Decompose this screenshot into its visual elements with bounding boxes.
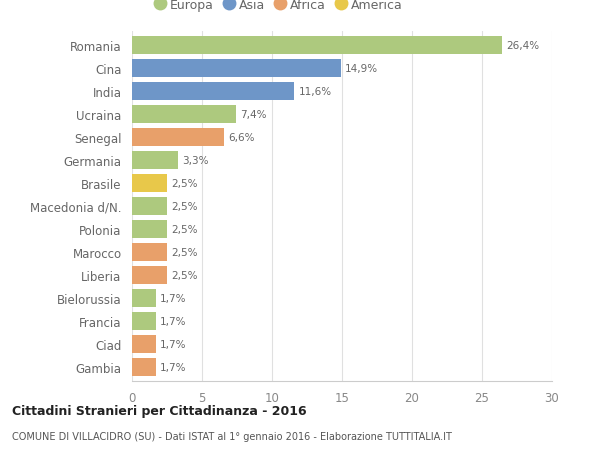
Bar	[132, 60, 341, 78]
Text: 2,5%: 2,5%	[171, 247, 198, 257]
Text: 6,6%: 6,6%	[229, 133, 255, 143]
Text: 2,5%: 2,5%	[171, 179, 198, 189]
Bar	[132, 267, 167, 284]
Bar	[132, 106, 236, 123]
Text: Cittadini Stranieri per Cittadinanza - 2016: Cittadini Stranieri per Cittadinanza - 2…	[12, 404, 307, 417]
Legend: Europa, Asia, Africa, America: Europa, Asia, Africa, America	[152, 0, 406, 15]
Text: 3,3%: 3,3%	[182, 156, 209, 166]
Text: COMUNE DI VILLACIDRO (SU) - Dati ISTAT al 1° gennaio 2016 - Elaborazione TUTTITA: COMUNE DI VILLACIDRO (SU) - Dati ISTAT a…	[12, 431, 452, 442]
Text: 1,7%: 1,7%	[160, 339, 187, 349]
Bar	[132, 336, 156, 353]
Bar	[132, 290, 156, 307]
Text: 7,4%: 7,4%	[240, 110, 266, 120]
Text: 2,5%: 2,5%	[171, 224, 198, 235]
Bar	[132, 198, 167, 215]
Text: 2,5%: 2,5%	[171, 270, 198, 280]
Bar	[132, 358, 156, 376]
Text: 14,9%: 14,9%	[345, 64, 378, 74]
Text: 2,5%: 2,5%	[171, 202, 198, 212]
Bar	[132, 244, 167, 261]
Bar	[132, 37, 502, 55]
Text: 1,7%: 1,7%	[160, 316, 187, 326]
Bar	[132, 152, 178, 169]
Text: 1,7%: 1,7%	[160, 293, 187, 303]
Bar	[132, 175, 167, 192]
Text: 1,7%: 1,7%	[160, 362, 187, 372]
Text: 26,4%: 26,4%	[506, 41, 539, 51]
Bar	[132, 313, 156, 330]
Bar	[132, 129, 224, 146]
Text: 11,6%: 11,6%	[299, 87, 332, 97]
Bar	[132, 83, 295, 101]
Bar	[132, 221, 167, 238]
